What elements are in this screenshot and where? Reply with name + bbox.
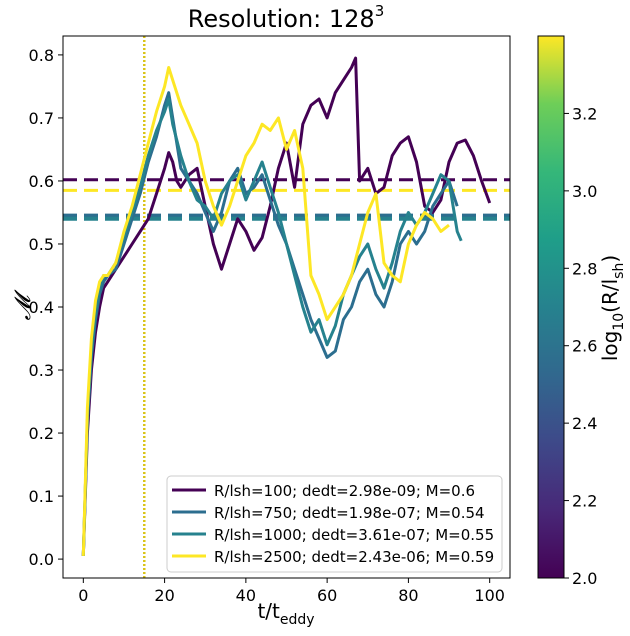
colorbar-gradient xyxy=(537,35,565,579)
series-line-4 xyxy=(81,66,450,556)
x-axis-ticks: 0 20 40 60 80 100 xyxy=(78,578,505,605)
x-axis-label: t/teddy xyxy=(257,599,314,628)
series-line-3 xyxy=(81,97,463,556)
y-axis-label: 𝓜 xyxy=(11,289,36,320)
x-tick-label: 40 xyxy=(236,586,256,605)
plot-area: 0 20 40 60 80 100 0.0 0.1 0.2 0.3 0.4 0.5 0.6 0.7 0.8 xyxy=(29,35,511,605)
x-tick-label: 60 xyxy=(317,586,337,605)
legend-label-1: R/lsh=100; dedt=2.98e-09; M=0.6 xyxy=(214,482,475,500)
colorbar-tick-label: 3.2 xyxy=(572,104,597,123)
y-tick-label: 0.1 xyxy=(29,487,54,506)
x-tick-label: 0 xyxy=(78,586,88,605)
x-axis-label-main: t/t xyxy=(257,599,280,623)
colorbar-label-ratio: (R/l xyxy=(598,279,622,313)
colorbar-label-log-sub: 10 xyxy=(611,313,627,331)
chart-title: Resolution: 1283 xyxy=(188,2,384,33)
y-tick-label: 0.0 xyxy=(29,550,54,569)
colorbar-label-log: log xyxy=(598,331,622,362)
legend-box xyxy=(166,475,503,573)
colorbar-label-ratio-sub: sh xyxy=(611,263,627,279)
legend-label-2: R/lsh=750; dedt=1.98e-07; M=0.54 xyxy=(214,504,485,522)
legend-label-4: R/lsh=2500; dedt=2.43e-06; M=0.59 xyxy=(214,548,494,566)
colorbar-ticks: 2.0 2.2 2.4 2.6 2.8 3.0 3.2 xyxy=(564,104,597,588)
colorbar-label-close: ) xyxy=(598,255,622,263)
y-tick-label: 0.8 xyxy=(29,46,54,65)
y-tick-label: 0.3 xyxy=(29,361,54,380)
y-tick-label: 0.2 xyxy=(29,424,54,443)
x-tick-label: 80 xyxy=(398,586,418,605)
chart-title-superscript: 3 xyxy=(375,2,385,20)
series-lines xyxy=(81,56,492,556)
colorbar-tick-label: 2.0 xyxy=(572,569,597,588)
legend: R/lsh=100; dedt=2.98e-09; M=0.6 R/lsh=750… xyxy=(166,475,503,573)
colorbar-tick-label: 2.2 xyxy=(572,492,597,511)
y-tick-label: 0.6 xyxy=(29,172,54,191)
colorbar: 2.0 2.2 2.4 2.6 2.8 3.0 3.2 log10(R/lsh) xyxy=(537,35,627,588)
colorbar-tick-label: 2.6 xyxy=(572,337,597,356)
x-tick-label: 20 xyxy=(154,586,174,605)
x-tick-label: 100 xyxy=(474,586,505,605)
colorbar-label: log10(R/lsh) xyxy=(598,255,627,361)
y-axis-ticks: 0.0 0.1 0.2 0.3 0.4 0.5 0.6 0.7 0.8 xyxy=(29,46,63,569)
colorbar-tick-label: 2.8 xyxy=(572,259,597,278)
y-tick-label: 0.5 xyxy=(29,235,54,254)
chart-title-main: Resolution: 128 xyxy=(188,5,375,33)
y-tick-label: 0.7 xyxy=(29,109,54,128)
series-line-1 xyxy=(81,56,492,556)
legend-label-3: R/lsh=1000; dedt=3.61e-07; M=0.55 xyxy=(214,526,494,544)
y-tick-label: 0.4 xyxy=(29,298,54,317)
colorbar-tick-label: 2.4 xyxy=(572,414,597,433)
colorbar-tick-label: 3.0 xyxy=(572,182,597,201)
x-axis-label-sub: eddy xyxy=(280,612,315,628)
